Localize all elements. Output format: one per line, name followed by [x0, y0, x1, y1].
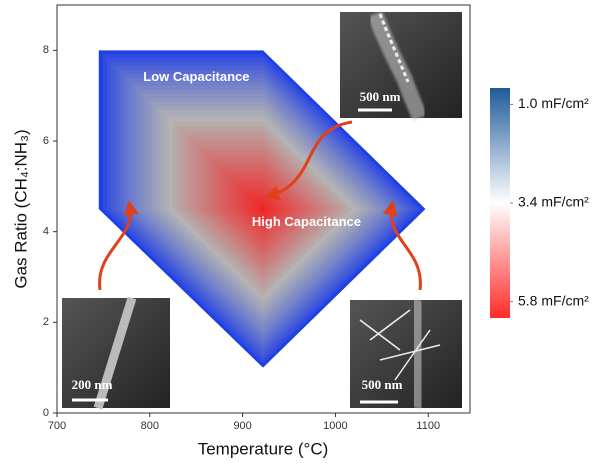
x-tick-label: 1100: [416, 420, 440, 432]
x-tick-label: 1000: [323, 420, 347, 432]
arrow: [264, 120, 353, 201]
scale-label: 200 nm: [72, 377, 113, 392]
colorbar-label: 5.8 mF/cm²: [518, 292, 589, 308]
annotation: High Capacitance: [252, 214, 361, 229]
inset-left: 200 nm: [62, 296, 170, 410]
inset-top: 500 nm: [340, 11, 462, 121]
y-tick-label: 8: [43, 44, 49, 56]
x-tick-label: 700: [48, 420, 66, 432]
scale-label: 500 nm: [362, 377, 403, 392]
y-tick-label: 2: [43, 316, 49, 328]
x-tick-label: 800: [141, 420, 159, 432]
arrow: [98, 200, 139, 291]
x-tick-label: 900: [233, 420, 251, 432]
annotation: Low Capacitance: [143, 69, 249, 84]
colorbar: [490, 88, 510, 318]
x-axis-title: Temperature (°C): [198, 439, 329, 458]
colorbar-label: 3.4 mF/cm²: [518, 194, 589, 210]
plot-frame: [56, 4, 471, 414]
inset-right: 500 nm: [350, 296, 462, 412]
y-tick-label: 0: [43, 407, 49, 419]
y-tick-label: 4: [43, 226, 49, 238]
scale-label: 500 nm: [360, 89, 401, 104]
colorbar-label: 1.0 mF/cm²: [518, 95, 589, 111]
peak: [261, 207, 266, 211]
plot-area: [98, 50, 426, 368]
arrow: [382, 200, 422, 291]
y-tick-label: 6: [43, 135, 49, 147]
y-axis-title: Gas Ratio (CH₄:NH₃): [11, 129, 30, 288]
